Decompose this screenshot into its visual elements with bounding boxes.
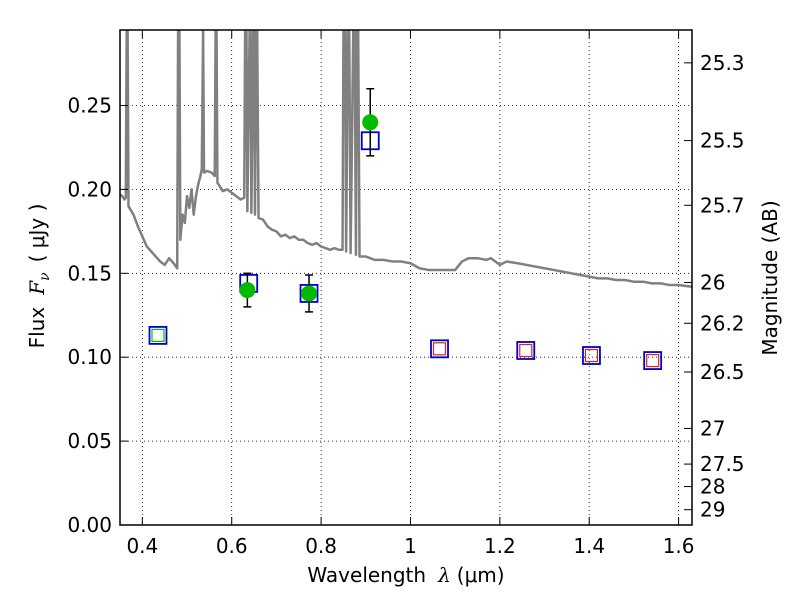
mag-tick-label-3: 26 xyxy=(700,270,725,294)
x-tick-label-2: 0.8 xyxy=(305,534,337,558)
mag-tick-label-9: 29 xyxy=(700,498,725,522)
mag-tick-label-5: 26.5 xyxy=(700,360,745,384)
observed-marker xyxy=(362,114,379,131)
photometry-square-5 xyxy=(516,341,536,360)
x-tick-label-5: 1.4 xyxy=(573,534,605,558)
x-tick-label-1: 0.6 xyxy=(216,534,248,558)
observed-point-1 xyxy=(301,274,318,313)
y-tick-label-2: 0.10 xyxy=(67,345,112,369)
x-axis-label: Wavelength λ (μm) xyxy=(307,563,504,587)
x-axis: 0.4 0.6 0.8 1 1.2 1.4 1.6 xyxy=(126,30,695,558)
mag-tick-label-8: 28 xyxy=(700,475,725,499)
y-axis: 0.00 0.05 0.10 0.15 0.20 0.25 xyxy=(67,94,128,537)
photometry-square-4 xyxy=(430,339,449,359)
mag-tick-label-6: 27 xyxy=(700,416,725,440)
plot-area xyxy=(120,30,692,370)
observed-marker xyxy=(301,285,318,302)
x-tick-label-4: 1.2 xyxy=(484,534,516,558)
y-tick-label-1: 0.05 xyxy=(67,429,112,453)
photometry-square-6 xyxy=(582,346,601,365)
y-tick-label-3: 0.15 xyxy=(67,261,112,285)
magnitude-axis-label: Magnitude (AB) xyxy=(758,200,782,355)
mag-tick-label-1: 25.5 xyxy=(700,129,745,153)
model-spectrum-line xyxy=(120,30,692,288)
x-tick-label-3: 1 xyxy=(404,534,417,558)
plot-frame xyxy=(119,29,693,526)
y-tick-label-4: 0.20 xyxy=(67,177,112,201)
observed-marker xyxy=(239,282,256,299)
photometry-inner-square-5 xyxy=(519,343,533,358)
photometry-inner-square-4 xyxy=(432,342,447,356)
photometry-inner-square-6 xyxy=(584,348,599,363)
mag-tick-label-4: 26.2 xyxy=(700,311,745,335)
y-tick-label-5: 0.25 xyxy=(67,94,112,118)
y-axis-label: FluxFν( μJy ) xyxy=(25,204,53,349)
x-tick-label-0: 0.4 xyxy=(126,534,158,558)
observed-point-0 xyxy=(239,272,256,308)
photometry-inner-square-0 xyxy=(151,328,165,342)
mag-tick-label-7: 27.5 xyxy=(700,452,745,476)
photometry-inner-square-7 xyxy=(646,353,660,368)
mag-tick-label-2: 25.7 xyxy=(700,193,745,217)
x-tick-label-6: 1.6 xyxy=(663,534,695,558)
photometry-square-7 xyxy=(643,351,663,370)
mag-tick-label-0: 25.3 xyxy=(700,51,745,75)
y-tick-label-0: 0.00 xyxy=(67,513,112,537)
photometry-square-0 xyxy=(148,325,168,345)
observed-point-2 xyxy=(362,87,379,157)
